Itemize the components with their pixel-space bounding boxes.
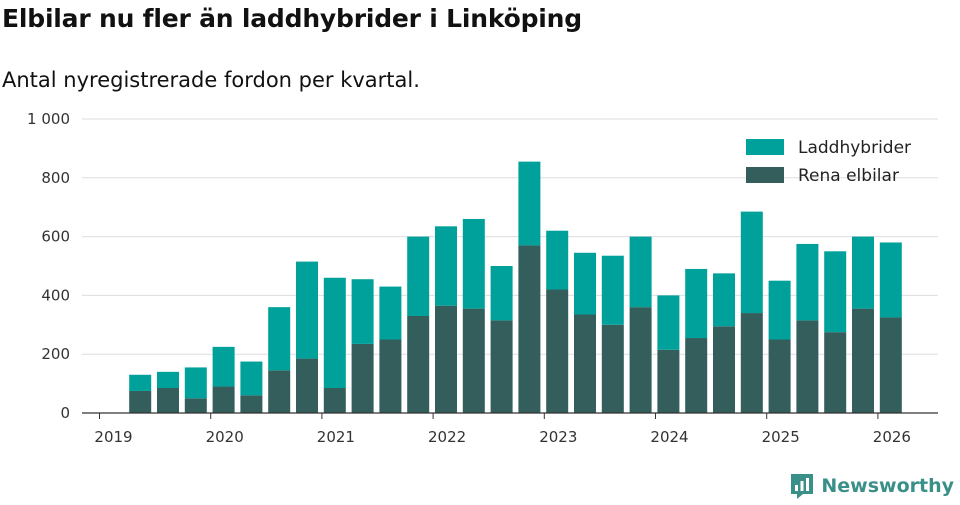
bar-laddhybrider (157, 371, 179, 389)
bar-rena-elbilar (323, 388, 346, 413)
y-tick-label: 1 000 (27, 110, 70, 128)
brand-name: Newsworthy (821, 475, 954, 497)
bar-laddhybrider (490, 266, 513, 321)
bar-rena-elbilar (824, 332, 847, 413)
bar-laddhybrider (296, 261, 318, 359)
x-tick-label: 2021 (317, 428, 355, 446)
bar-rena-elbilar (157, 388, 179, 413)
legend-label-rena-elbilar: Rena elbilar (798, 166, 899, 186)
chart-subtitle: Antal nyregistrerade fordon per kvartal. (2, 68, 420, 92)
y-tick-label: 400 (41, 286, 70, 304)
y-tick-label: 800 (41, 169, 70, 187)
bar-rena-elbilar (296, 358, 318, 413)
bar-rena-elbilar (129, 390, 152, 413)
bar-rena-elbilar (407, 315, 430, 413)
bar-laddhybrider (796, 243, 819, 321)
brand: Newsworthy (789, 472, 954, 500)
bar-laddhybrider (685, 268, 708, 339)
x-tick-label: 2020 (206, 428, 244, 446)
bar-rena-elbilar (740, 313, 763, 413)
y-tick-label: 600 (41, 228, 70, 246)
bar-laddhybrider (518, 161, 541, 246)
bar-rena-elbilar (768, 339, 791, 413)
x-tick-label: 2022 (428, 428, 466, 446)
y-tick-label: 0 (60, 404, 70, 422)
legend-swatch-rena-elbilar (746, 167, 784, 183)
chart-title: Elbilar nu fler än laddhybrider i Linköp… (2, 4, 582, 33)
bar-laddhybrider (462, 218, 485, 309)
bar-rena-elbilar (657, 349, 680, 413)
bar-laddhybrider (657, 295, 680, 350)
bar-rena-elbilar (601, 324, 624, 413)
x-tick-label: 2025 (762, 428, 800, 446)
bar-laddhybrider (824, 251, 847, 333)
x-tick-label: 2019 (94, 428, 132, 446)
bar-laddhybrider (713, 273, 735, 327)
bar-rena-elbilar (351, 343, 374, 413)
bar-rena-elbilar (852, 308, 874, 413)
bar-rena-elbilar (546, 289, 569, 413)
bar-rena-elbilar (796, 320, 819, 413)
y-tick-label: 200 (41, 345, 70, 363)
bar-laddhybrider (351, 279, 374, 344)
bar-rena-elbilar (462, 308, 485, 413)
bar-laddhybrider (879, 242, 902, 318)
bar-laddhybrider (768, 280, 791, 340)
bar-rena-elbilar (268, 370, 291, 413)
y-axis-labels: 0 200 400 600 800 1 000 (27, 110, 70, 422)
bar-rena-elbilar (240, 395, 263, 413)
bar-rena-elbilar (685, 338, 708, 413)
bar-rena-elbilar (879, 317, 902, 413)
bar-rena-elbilar (184, 398, 207, 413)
bar-laddhybrider (240, 361, 263, 396)
bar-laddhybrider (184, 367, 207, 399)
bar-laddhybrider (268, 307, 291, 371)
legend-label-laddhybrider: Laddhybrider (798, 138, 911, 158)
bar-laddhybrider (379, 286, 402, 340)
bars (129, 161, 902, 413)
bar-laddhybrider (740, 211, 763, 314)
x-tick-label: 2026 (873, 428, 911, 446)
x-tick-label: 2023 (539, 428, 577, 446)
x-tick-label: 2024 (650, 428, 688, 446)
bar-laddhybrider (435, 226, 457, 306)
newsworthy-logo-icon (791, 474, 814, 499)
bar-rena-elbilar (629, 307, 652, 413)
x-axis-ticks: 2019 2020 2021 2022 2023 2024 2025 2026 (94, 413, 911, 446)
bar-laddhybrider (629, 236, 652, 308)
legend: Laddhybrider Rena elbilar (746, 138, 911, 186)
legend-swatch-laddhybrider (746, 139, 784, 155)
bar-laddhybrider (129, 374, 152, 391)
bar-laddhybrider (323, 277, 346, 389)
bar-rena-elbilar (435, 305, 457, 413)
bar-rena-elbilar (713, 326, 735, 413)
bar-rena-elbilar (379, 339, 402, 413)
bar-rena-elbilar (212, 386, 235, 413)
bar-rena-elbilar (490, 320, 513, 413)
bar-laddhybrider (546, 230, 569, 290)
bar-rena-elbilar (574, 314, 596, 413)
bar-laddhybrider (574, 252, 596, 315)
bar-laddhybrider (407, 236, 430, 316)
bar-laddhybrider (601, 255, 624, 325)
bar-rena-elbilar (518, 245, 541, 413)
bar-laddhybrider (212, 346, 235, 387)
bar-laddhybrider (852, 236, 874, 309)
